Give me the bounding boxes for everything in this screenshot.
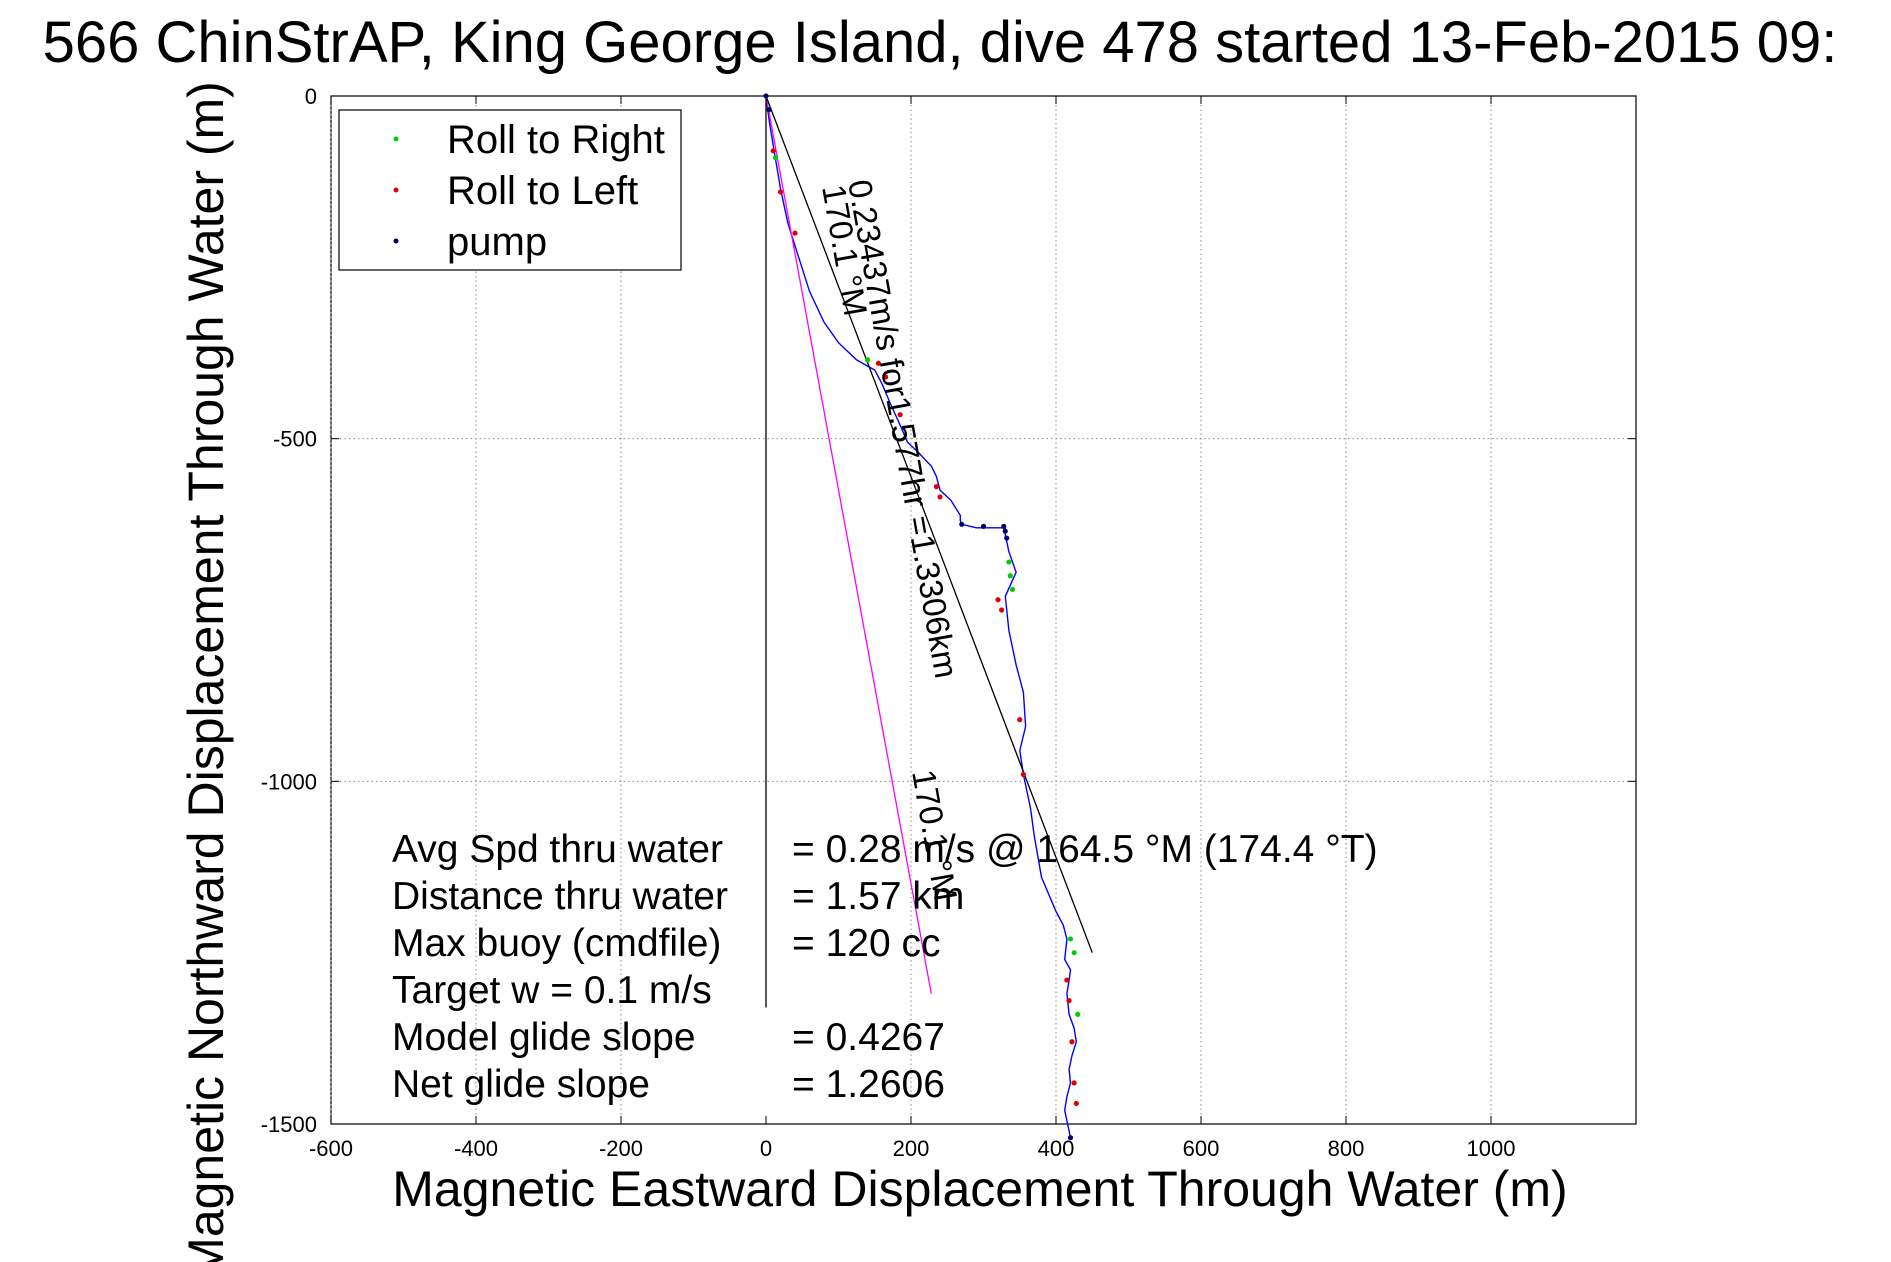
y-axis-label: Magnetic Northward Displacement Through … <box>178 81 234 1262</box>
data-point <box>937 494 943 500</box>
stat-label: Target w = 0.1 m/s <box>392 969 712 1012</box>
stat-value: = 1.2606 <box>792 1063 945 1106</box>
x-tick-label: 1000 <box>1467 1136 1516 1161</box>
stat-value: = 1.57 km <box>792 875 964 918</box>
data-point <box>1020 771 1026 778</box>
data-point <box>1017 717 1023 723</box>
x-tick-label: -200 <box>599 1136 643 1161</box>
data-point <box>766 107 772 113</box>
stat-value: = 0.4267 <box>792 1016 945 1059</box>
legend-label-pump: pump <box>447 220 547 264</box>
series <box>763 93 1093 1141</box>
legend-marker-pump <box>393 238 399 244</box>
x-tick-label: 600 <box>1183 1136 1220 1161</box>
stat-label: Max buoy (cmdfile) <box>392 922 721 965</box>
x-axis-label: Magnetic Eastward Displacement Through W… <box>392 1161 1567 1217</box>
data-point <box>1075 1011 1081 1017</box>
stat-value: = 0.28 m/s @ 164.5 °M (174.4 °T) <box>792 828 1378 871</box>
data-point <box>897 412 903 418</box>
data-point <box>770 148 776 154</box>
legend: Roll to Right Roll to Left pump <box>338 109 682 271</box>
ticks: -600 -400 -200 0 200 400 600 800 1000 0 -500 -1000 -… <box>261 84 1636 1161</box>
y-tick-label: -1000 <box>261 769 317 794</box>
data-point <box>1073 1100 1079 1107</box>
data-point <box>792 230 798 236</box>
stat-label: Avg Spd thru water <box>392 828 723 871</box>
data-point <box>875 360 881 366</box>
data-point <box>1071 950 1077 956</box>
x-tick-label: 800 <box>1328 1136 1365 1161</box>
data-point <box>980 523 987 529</box>
legend-label-roll-right: Roll to Right <box>447 118 665 162</box>
data-point <box>1069 1039 1075 1045</box>
legend-marker-roll-left <box>393 187 399 193</box>
x-tick-label: 200 <box>893 1136 930 1161</box>
y-tick-label: 0 <box>305 84 317 109</box>
chart-title: 566 ChinStrAP, King George Island, dive … <box>43 10 1838 75</box>
y-tick-label: -1500 <box>261 1112 317 1137</box>
data-point <box>1006 559 1012 565</box>
data-point <box>1066 998 1072 1004</box>
data-point <box>1064 977 1070 983</box>
data-point <box>999 607 1005 613</box>
data-point <box>995 597 1001 603</box>
data-point <box>883 374 889 380</box>
data-point <box>1009 586 1016 593</box>
data-point <box>1067 936 1074 942</box>
stat-label: Net glide slope <box>392 1063 650 1106</box>
data-point <box>1067 1135 1074 1141</box>
data-point <box>864 357 871 363</box>
current-line <box>765 95 932 994</box>
data-point <box>763 93 769 99</box>
data-point <box>933 484 939 490</box>
x-tick-label: 400 <box>1038 1136 1075 1161</box>
stat-value: = 120 cc <box>792 922 941 965</box>
data-point <box>772 155 779 161</box>
data-point <box>1004 535 1010 541</box>
stat-label: Distance thru water <box>392 875 728 918</box>
stats-block: Avg Spd thru water = 0.28 m/s @ 164.5 °M… <box>392 828 1378 1106</box>
data-point <box>1007 573 1013 579</box>
x-tick-label: -400 <box>454 1136 498 1161</box>
x-tick-label: -600 <box>309 1136 353 1161</box>
legend-label-roll-left: Roll to Left <box>447 169 638 213</box>
data-point <box>1001 523 1007 529</box>
x-tick-label: 0 <box>760 1136 772 1161</box>
legend-marker-roll-right <box>393 136 399 142</box>
y-tick-label: -500 <box>273 427 317 452</box>
data-point <box>1071 1080 1077 1086</box>
track-line <box>765 95 1078 1138</box>
data-point <box>777 189 784 195</box>
stat-label: Model glide slope <box>392 1016 696 1059</box>
heading-line-line <box>765 95 1093 953</box>
data-point <box>959 521 965 527</box>
data-point <box>1002 528 1008 534</box>
